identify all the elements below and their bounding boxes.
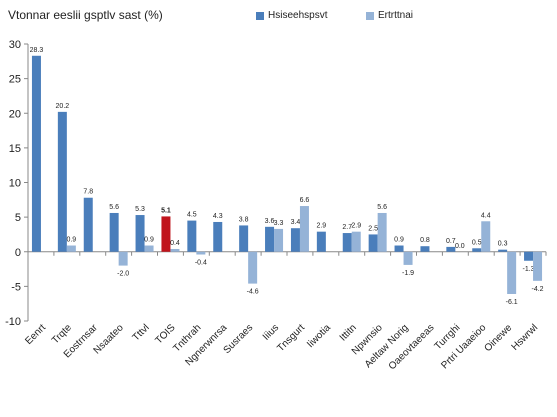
y-tick-label: -5	[11, 281, 21, 293]
data-label-series-1: 0.3	[498, 241, 508, 248]
bar-series-2	[170, 248, 180, 252]
bar-series-1	[498, 249, 508, 252]
data-label-series-1: 2.9	[316, 223, 326, 230]
bar-series-1	[31, 55, 41, 252]
data-label-series-1: 3.6	[265, 218, 275, 225]
data-label-series-1: 5.3	[135, 206, 145, 213]
data-label-series-2: -4.6	[247, 289, 259, 296]
bar-series-1	[109, 212, 119, 252]
y-tick-label: 15	[9, 143, 21, 155]
x-category-label: Hswrwl	[510, 322, 541, 353]
bar-series-2	[118, 251, 128, 266]
y-tick-label: 10	[9, 178, 21, 190]
bar-series-1	[446, 246, 456, 252]
chart-title: Vtonnar eeslii gsptlv sast (%)	[8, 8, 163, 22]
y-tick-label: 30	[9, 39, 21, 51]
data-label-series-1: 28.3	[30, 47, 44, 54]
bar-series-2	[144, 245, 154, 252]
bar-series-1	[213, 221, 223, 252]
bar-series-2	[481, 221, 491, 252]
data-label-series-2: 4.4	[481, 212, 491, 219]
legend-swatch-series-2	[366, 11, 374, 20]
x-category-label: Tnsgurt	[275, 322, 307, 354]
legend-item-series-1: Hsiseehspsvt	[256, 10, 327, 21]
y-tick-label: 0	[15, 247, 21, 259]
data-label-series-2: 2.9	[351, 223, 361, 230]
data-label-series-2: 3.3	[274, 220, 284, 227]
data-label-series-1: 3.4	[291, 219, 301, 226]
data-label-series-1: 0.7	[446, 238, 456, 245]
bar-series-1	[57, 111, 67, 252]
bar-series-2	[351, 231, 361, 252]
bar-series-1	[161, 216, 171, 252]
x-category-label: Tttvl	[131, 322, 152, 343]
data-label-series-1: 2.7	[342, 224, 352, 231]
data-label-series-1: 5.1	[161, 207, 171, 214]
bar-series-2	[274, 228, 284, 252]
bar-series-2	[507, 251, 517, 294]
y-tick-label: 5	[15, 212, 21, 224]
data-label-series-1: 0.5	[472, 239, 482, 246]
data-label-series-2: -4.2	[532, 286, 544, 293]
bar-series-2	[66, 245, 76, 252]
data-label-series-1: 2.5	[368, 225, 378, 232]
legend-label-series-2: Ertrttnai	[378, 10, 414, 21]
data-label-series-2: 5.6	[377, 204, 387, 211]
x-category-label: Iiwotia	[305, 322, 333, 350]
data-label-series-1: 4.5	[187, 212, 197, 219]
data-label-series-2: -1.9	[402, 270, 414, 277]
bar-series-1	[83, 197, 93, 252]
bar-series-1	[368, 234, 378, 252]
data-label-series-1: -1.3	[523, 266, 535, 273]
data-label-series-2: 0.9	[66, 237, 76, 244]
x-category-label: Oinewe	[483, 322, 515, 354]
y-tick-label: 25	[9, 74, 21, 86]
bar-series-1	[290, 228, 300, 252]
data-label-series-1: 4.3	[213, 213, 223, 220]
x-category-label: Eenrt	[23, 322, 48, 347]
data-label-series-1: 3.8	[239, 216, 249, 223]
bar-series-1	[342, 233, 352, 252]
y-tick-label: -10	[5, 316, 21, 328]
data-label-series-1: 0.8	[420, 237, 430, 244]
data-label-series-2: 0.0	[455, 243, 465, 250]
bar-series-2	[299, 206, 309, 252]
bar-series-2	[533, 251, 543, 281]
data-label-series-2: 0.9	[144, 237, 154, 244]
data-label-series-1: 5.6	[109, 204, 119, 211]
data-label-series-1: 0.9	[394, 237, 404, 244]
bar-series-2	[248, 251, 258, 284]
data-label-series-2: -6.1	[506, 299, 518, 306]
legend-item-series-2: Ertrttnai	[366, 10, 413, 21]
legend-swatch-series-1	[256, 11, 264, 20]
y-tick-label: 20	[9, 108, 21, 120]
legend-label-series-1: Hsiseehspsvt	[268, 10, 328, 21]
data-label-series-1: 7.8	[83, 189, 93, 196]
bar-series-1	[316, 231, 326, 252]
data-label-series-2: 6.6	[300, 197, 310, 204]
bar-series-1	[265, 226, 275, 252]
data-label-series-2: -2.0	[117, 271, 129, 278]
bar-series-1	[187, 220, 197, 252]
bar-series-2	[377, 212, 387, 252]
bar-series-2	[403, 251, 413, 265]
x-category-label: Ittitn	[338, 322, 359, 343]
bar-series-1	[239, 225, 249, 252]
data-label-series-2: -0.4	[195, 260, 207, 267]
bar-series-1	[524, 251, 534, 261]
bar-series-1	[135, 215, 145, 252]
bar-series-1	[420, 246, 430, 252]
data-label-series-1: 20.2	[56, 103, 70, 110]
bar-series-2	[196, 251, 206, 255]
bar-series-1	[394, 245, 404, 252]
data-label-series-2: 0.4	[170, 240, 180, 247]
bar-series-1	[472, 248, 482, 252]
x-category-label: Iiius	[261, 322, 281, 342]
